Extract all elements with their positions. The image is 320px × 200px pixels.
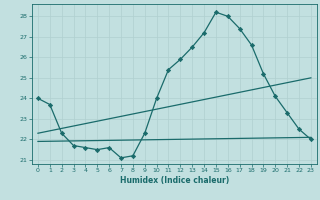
X-axis label: Humidex (Indice chaleur): Humidex (Indice chaleur) bbox=[120, 176, 229, 185]
